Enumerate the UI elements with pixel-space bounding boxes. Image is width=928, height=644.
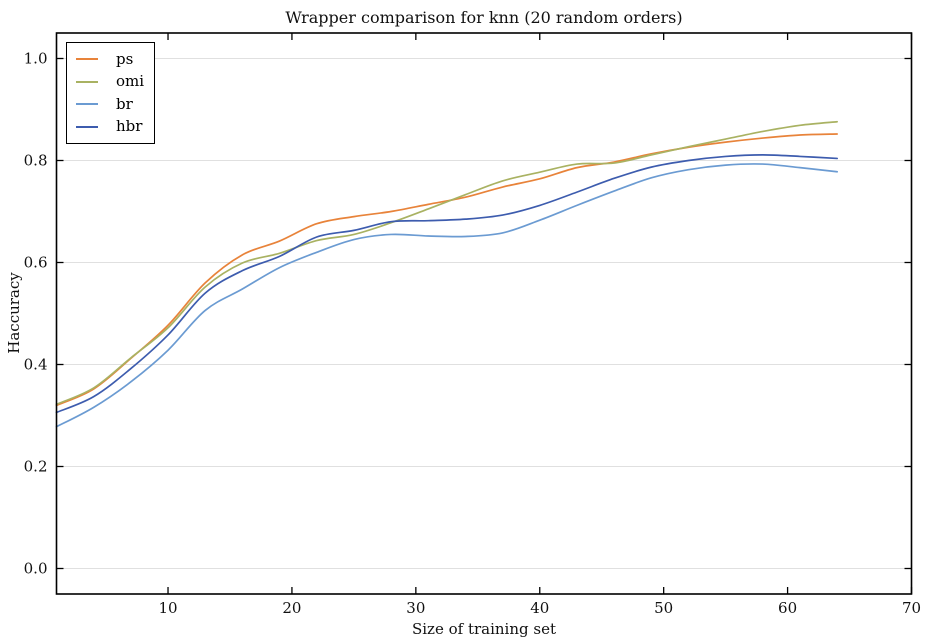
- y-tick-label: 0.4: [24, 356, 48, 374]
- tick-labels: 10 20 30 40 50 60 70 0.0 0.2 0.4 0.6 0.8 1.0: [24, 50, 921, 618]
- legend-item-ps: ps: [76, 48, 154, 70]
- y-tick-label: 0.2: [24, 458, 48, 476]
- legend-line-sample: [76, 58, 98, 60]
- legend-label: ps: [116, 49, 134, 68]
- legend-item-omi: omi: [76, 71, 154, 93]
- x-tick-label: 50: [654, 599, 673, 617]
- legend-label: omi: [116, 72, 145, 91]
- legend-line-sample: [76, 103, 98, 106]
- tick-marks: [56, 33, 913, 594]
- y-tick-label: 0.0: [24, 560, 48, 578]
- legend-line-sample: [76, 125, 98, 128]
- plot-frame: [55, 32, 913, 595]
- x-tick-label: 10: [158, 599, 177, 617]
- legend-item-hbr: hbr: [76, 116, 154, 138]
- series-lines: [55, 120, 838, 428]
- y-tick-label: 0.6: [24, 254, 48, 272]
- series-line-hbr: [55, 154, 838, 414]
- y-tick-label: 0.8: [24, 152, 48, 170]
- x-tick-label: 70: [902, 599, 921, 617]
- gridlines: [56, 58, 912, 569]
- legend-label: br: [116, 94, 133, 113]
- x-tick-label: 30: [406, 599, 425, 617]
- axes-frame: [55, 32, 913, 595]
- legend: ps omi br hbr: [66, 42, 155, 144]
- legend-label: hbr: [116, 117, 143, 136]
- x-tick-label: 60: [778, 599, 797, 617]
- x-tick-label: 40: [530, 599, 549, 617]
- series-line-omi: [55, 120, 838, 406]
- series-line-br: [55, 163, 838, 428]
- x-axis-label: Size of training set: [412, 620, 556, 638]
- chart-title: Wrapper comparison for knn (20 random or…: [285, 8, 682, 27]
- legend-line-sample: [76, 80, 98, 83]
- legend-item-br: br: [76, 93, 154, 115]
- y-axis-label: Haccuracy: [5, 272, 23, 354]
- y-tick-label: 1.0: [24, 50, 48, 68]
- x-tick-label: 20: [282, 599, 301, 617]
